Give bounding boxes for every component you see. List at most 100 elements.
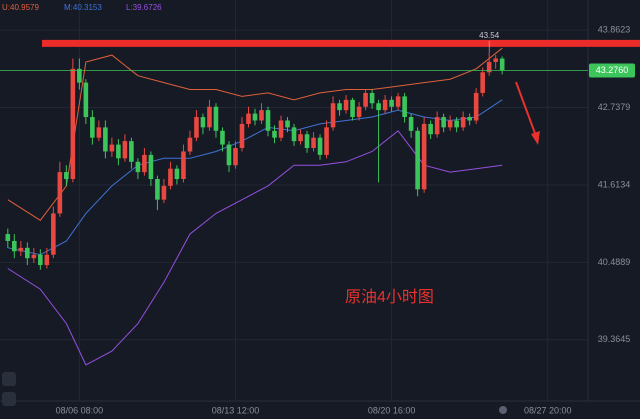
tool-icon[interactable] — [2, 392, 16, 406]
candle-body — [207, 106, 212, 128]
candle-body — [83, 82, 89, 118]
y-tick-label: 40.4889 — [598, 257, 631, 267]
candle-body — [265, 110, 271, 131]
candles — [5, 52, 505, 270]
arrow-head — [531, 131, 540, 145]
candle-body — [408, 117, 414, 131]
tool-icon[interactable] — [2, 372, 16, 386]
candle-body — [200, 117, 206, 128]
candle-body — [64, 172, 69, 180]
candle-body — [226, 144, 232, 166]
candle-body — [415, 130, 420, 190]
candle-body — [473, 92, 479, 121]
candle-body — [460, 117, 466, 128]
candle-body — [324, 127, 329, 155]
candle-body — [402, 96, 407, 118]
candle-body — [148, 154, 154, 180]
candle-body — [350, 99, 355, 118]
candle-body — [272, 130, 277, 138]
candle-body — [18, 247, 24, 252]
candle-body — [239, 123, 245, 149]
candle-body — [421, 123, 427, 190]
high-label: 43.54 — [479, 31, 500, 40]
y-tick-label: 39.3645 — [598, 334, 631, 344]
candle-body — [434, 117, 440, 135]
price-tag — [589, 63, 635, 78]
candle-body — [181, 151, 186, 180]
candle-body — [304, 134, 310, 149]
x-tick-label: 08/20 16:00 — [368, 405, 416, 415]
candle-body — [25, 247, 30, 259]
candle-body — [90, 117, 95, 138]
candle-body — [356, 106, 362, 118]
legend-entry: U:40.9579 — [2, 3, 39, 12]
candle-body — [213, 106, 219, 131]
candle-body — [441, 117, 446, 128]
candle-body — [428, 123, 433, 135]
candle-body — [493, 58, 498, 62]
candle-body — [252, 113, 258, 121]
y-tick-label: 41.6134 — [598, 179, 631, 189]
candle-body — [278, 120, 284, 138]
candle-body — [499, 58, 505, 71]
candle-body — [220, 130, 225, 145]
candle-body — [233, 148, 238, 166]
arrow — [515, 81, 537, 137]
candle-body — [129, 141, 134, 162]
candle-body — [447, 120, 453, 128]
candle-body — [480, 72, 485, 93]
x-tick-label: 08/13 12:00 — [212, 405, 260, 415]
candle-body — [343, 99, 349, 111]
candle-body — [382, 99, 388, 111]
legend-entry: L:39.6726 — [126, 3, 162, 12]
candle-body — [31, 254, 37, 259]
candle-body — [70, 68, 76, 180]
candle-body — [317, 137, 323, 155]
candle-body — [142, 154, 147, 173]
candle-body — [5, 234, 11, 241]
candle-body — [161, 185, 167, 200]
candle-body — [194, 117, 199, 138]
price-label: 43.2760 — [596, 65, 629, 75]
candle-body — [57, 172, 63, 214]
candle-body — [44, 254, 50, 266]
candle-body — [122, 141, 128, 159]
candle-body — [363, 92, 368, 107]
candle-body — [330, 103, 336, 128]
candle-body — [369, 92, 375, 104]
candle-body — [486, 61, 492, 73]
candle-body — [109, 144, 115, 152]
annotation: 原油4小时图 — [345, 288, 434, 306]
candle-body — [311, 137, 316, 149]
candle-body — [285, 120, 290, 128]
legend-entry: M:40.3153 — [64, 3, 102, 12]
candle-body — [187, 137, 193, 152]
x-tick-label: 08/27 20:00 — [524, 405, 572, 415]
candle-body — [155, 179, 160, 200]
candle-body — [376, 103, 381, 111]
candle-body — [103, 127, 108, 152]
x-tick-label: 08/06 08:00 — [56, 405, 104, 415]
candle-body — [116, 144, 121, 159]
candle-body — [298, 134, 303, 142]
scroll-button[interactable] — [499, 406, 507, 414]
candle-body — [291, 127, 297, 142]
grid: 43.8623 42.7379 41.6134 40.4889 39.3645 08/06… — [0, 0, 630, 415]
overlay: U:40.9579 M:40.3153 L:39.6726 43.2760 43.54 — [0, 3, 640, 78]
candle-body — [51, 213, 56, 255]
band-line — [7, 99, 503, 256]
y-tick-label: 43.8623 — [598, 25, 631, 35]
y-tick-label: 42.7379 — [598, 102, 631, 112]
candle-body — [168, 168, 173, 186]
candle-body — [337, 103, 342, 111]
candle-body — [38, 254, 43, 266]
candle-body — [96, 127, 102, 138]
candle-body — [395, 96, 401, 107]
candle-body — [454, 120, 459, 128]
candle-body — [259, 110, 264, 121]
candle-body — [246, 113, 251, 124]
candle-body — [12, 240, 17, 252]
candle-body — [174, 168, 180, 180]
